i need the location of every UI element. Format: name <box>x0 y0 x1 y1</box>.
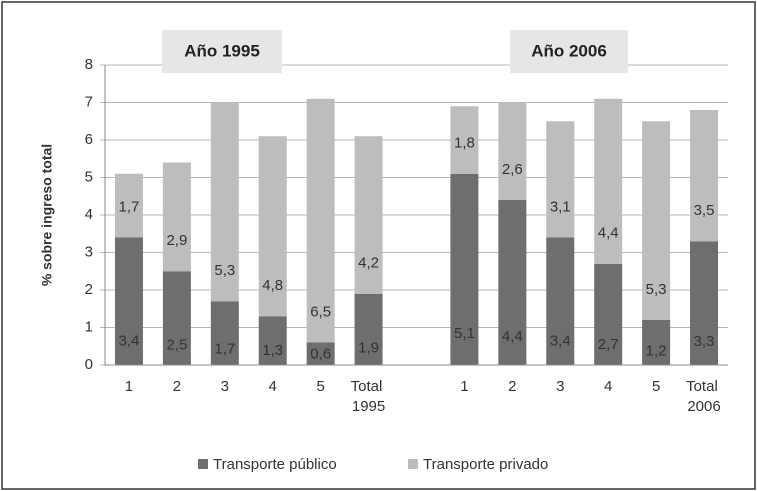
bar-segment <box>642 320 671 365</box>
bar-segment <box>498 102 527 200</box>
x-tick-label: Total 2006 <box>686 378 722 415</box>
value-label: 1,2 <box>646 343 667 360</box>
legend-label: Transporte público <box>213 456 337 473</box>
value-label: 2,5 <box>166 337 187 354</box>
y-axis-label: % sobre ingreso total <box>39 144 55 286</box>
x-tick-label: Total 1995 <box>351 378 387 415</box>
x-tick-label: 3 <box>556 378 564 395</box>
x-tick-label: 5 <box>652 378 660 395</box>
value-label: 3,5 <box>694 202 715 219</box>
annotation: Año 1995 <box>184 41 260 60</box>
x-tick-label: 2 <box>173 378 181 395</box>
x-tick-line: 2006 <box>687 398 720 415</box>
bar-segment <box>114 173 143 238</box>
bar-segment <box>690 110 719 242</box>
value-label: 1,7 <box>119 198 140 215</box>
bar-segment <box>210 102 239 302</box>
bar-segment <box>162 162 191 272</box>
bar-segment <box>594 98 623 264</box>
bar-segment <box>258 136 287 317</box>
bar-segment <box>546 121 575 238</box>
x-tick-line: Total <box>351 378 387 395</box>
bar-segment <box>114 237 143 365</box>
bar-segment <box>306 98 335 343</box>
bar-segment <box>162 271 191 365</box>
y-tick-label: 6 <box>85 131 93 148</box>
bar-segment <box>210 301 239 365</box>
y-tick-label: 3 <box>85 243 93 260</box>
value-label: 4,8 <box>262 277 283 294</box>
value-label: 5,3 <box>214 262 235 279</box>
value-label: 4,4 <box>502 328 523 345</box>
bar-segment <box>498 200 527 365</box>
value-label: 5,3 <box>646 281 667 298</box>
value-label: 2,7 <box>598 336 619 353</box>
value-label: 5,1 <box>454 325 475 342</box>
annotation: Año 2006 <box>531 41 607 60</box>
value-label: 4,2 <box>358 255 379 272</box>
y-tick-label: 0 <box>85 356 93 373</box>
x-tick-label: 1 <box>460 378 468 395</box>
bar-segment <box>546 237 575 365</box>
bar-segment <box>258 316 287 365</box>
y-tick-label: 5 <box>85 168 93 185</box>
value-label: 6,5 <box>310 303 331 320</box>
value-label: 2,9 <box>166 232 187 249</box>
y-tick-label: 8 <box>85 56 93 73</box>
value-label: 2,6 <box>502 161 523 178</box>
value-label: 0,6 <box>310 345 331 362</box>
bar-segment <box>354 136 383 294</box>
x-tick-label: 2 <box>508 378 516 395</box>
legend-swatch <box>198 459 208 469</box>
value-label: 3,4 <box>550 333 571 350</box>
bar-segment <box>642 121 671 320</box>
bar-segment <box>450 173 479 365</box>
x-tick-line: 1995 <box>352 398 385 415</box>
y-tick-label: 2 <box>85 281 93 298</box>
x-tick-line: Total <box>686 378 722 395</box>
x-tick-label: 5 <box>316 378 324 395</box>
value-label: 3,3 <box>694 333 715 350</box>
value-label: 3,4 <box>119 333 140 350</box>
legend-swatch <box>408 459 418 469</box>
x-tick-label: 1 <box>125 378 133 395</box>
bar-segment <box>594 263 623 365</box>
y-tick-label: 4 <box>85 206 93 223</box>
value-label: 1,8 <box>454 135 475 152</box>
y-tick-label: 1 <box>85 318 93 335</box>
bar-segment <box>354 293 383 365</box>
value-label: 1,3 <box>262 342 283 359</box>
x-tick-label: 4 <box>604 378 612 395</box>
annotation-box <box>162 30 282 73</box>
value-label: 3,1 <box>550 198 571 215</box>
value-label: 1,7 <box>214 340 235 357</box>
value-label: 4,4 <box>598 225 619 242</box>
x-tick-label: 3 <box>221 378 229 395</box>
annotation-box <box>510 30 628 73</box>
x-tick-label: 4 <box>269 378 277 395</box>
bar-segment <box>450 106 479 174</box>
y-tick-label: 7 <box>85 93 93 110</box>
value-label: 1,9 <box>358 339 379 356</box>
legend-label: Transporte privado <box>423 456 548 473</box>
bar-segment <box>690 241 719 365</box>
bar-segment <box>306 342 335 365</box>
